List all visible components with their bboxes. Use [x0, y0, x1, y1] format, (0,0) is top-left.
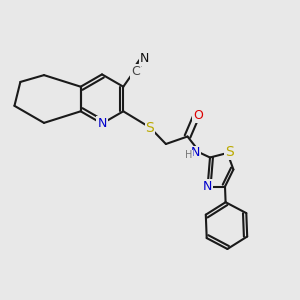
- Text: S: S: [225, 145, 234, 158]
- Text: C: C: [131, 65, 140, 78]
- Text: H: H: [185, 150, 193, 161]
- Text: S: S: [146, 121, 154, 134]
- Text: N: N: [203, 180, 212, 193]
- Text: N: N: [190, 146, 200, 160]
- Text: O: O: [193, 109, 203, 122]
- Text: N: N: [97, 117, 107, 130]
- Text: N: N: [140, 52, 149, 65]
